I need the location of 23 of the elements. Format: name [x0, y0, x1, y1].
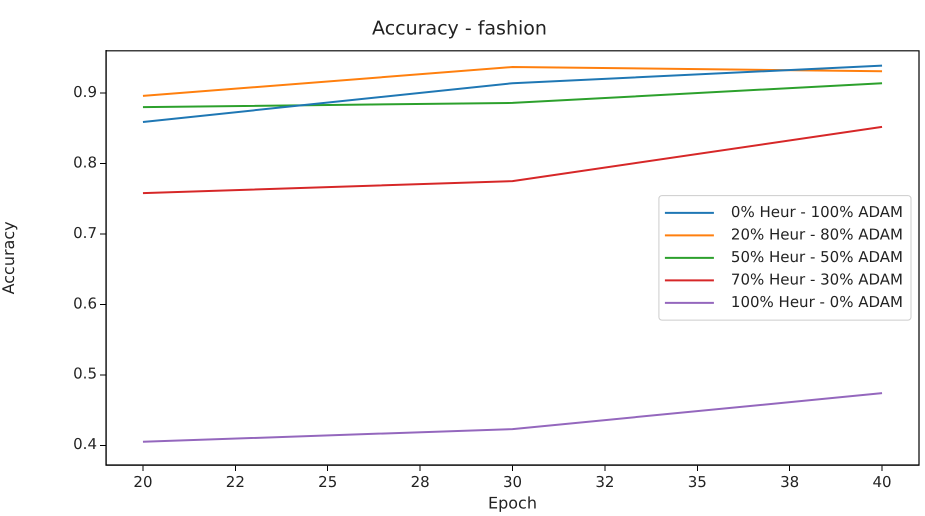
- y-tick-label: 0.7: [73, 224, 97, 242]
- x-tick-label: 22: [226, 472, 245, 491]
- legend-label: 20% Heur - 80% ADAM: [730, 225, 904, 244]
- legend-label: 50% Heur - 50% ADAM: [730, 248, 904, 266]
- x-tick-label: 30: [502, 472, 522, 491]
- x-tick-label: 40: [872, 472, 892, 491]
- x-tick-label: 32: [595, 472, 614, 491]
- y-axis-title: Accuracy: [0, 221, 18, 294]
- y-tick-label: 0.6: [73, 294, 97, 312]
- y-tick-label: 0.9: [73, 82, 97, 101]
- x-axis-title: Epoch: [488, 494, 537, 513]
- x-tick-label: 25: [318, 472, 338, 491]
- legend-label: 70% Heur - 30% ADAM: [730, 270, 904, 288]
- x-tick-label: 38: [780, 472, 800, 491]
- y-tick-label: 0.5: [73, 364, 97, 383]
- y-tick-label: 0.8: [73, 153, 97, 172]
- legend-label: 100% Heur - 0% ADAM: [730, 292, 904, 311]
- x-tick-label: 28: [410, 472, 430, 491]
- chart-title: Accuracy - fashion: [372, 17, 547, 40]
- y-tick-label: 0.4: [73, 435, 97, 454]
- x-tick-label: 20: [133, 472, 152, 491]
- x-tick-label: 35: [688, 472, 707, 491]
- legend-label: 0% Heur - 100% ADAM: [730, 202, 904, 221]
